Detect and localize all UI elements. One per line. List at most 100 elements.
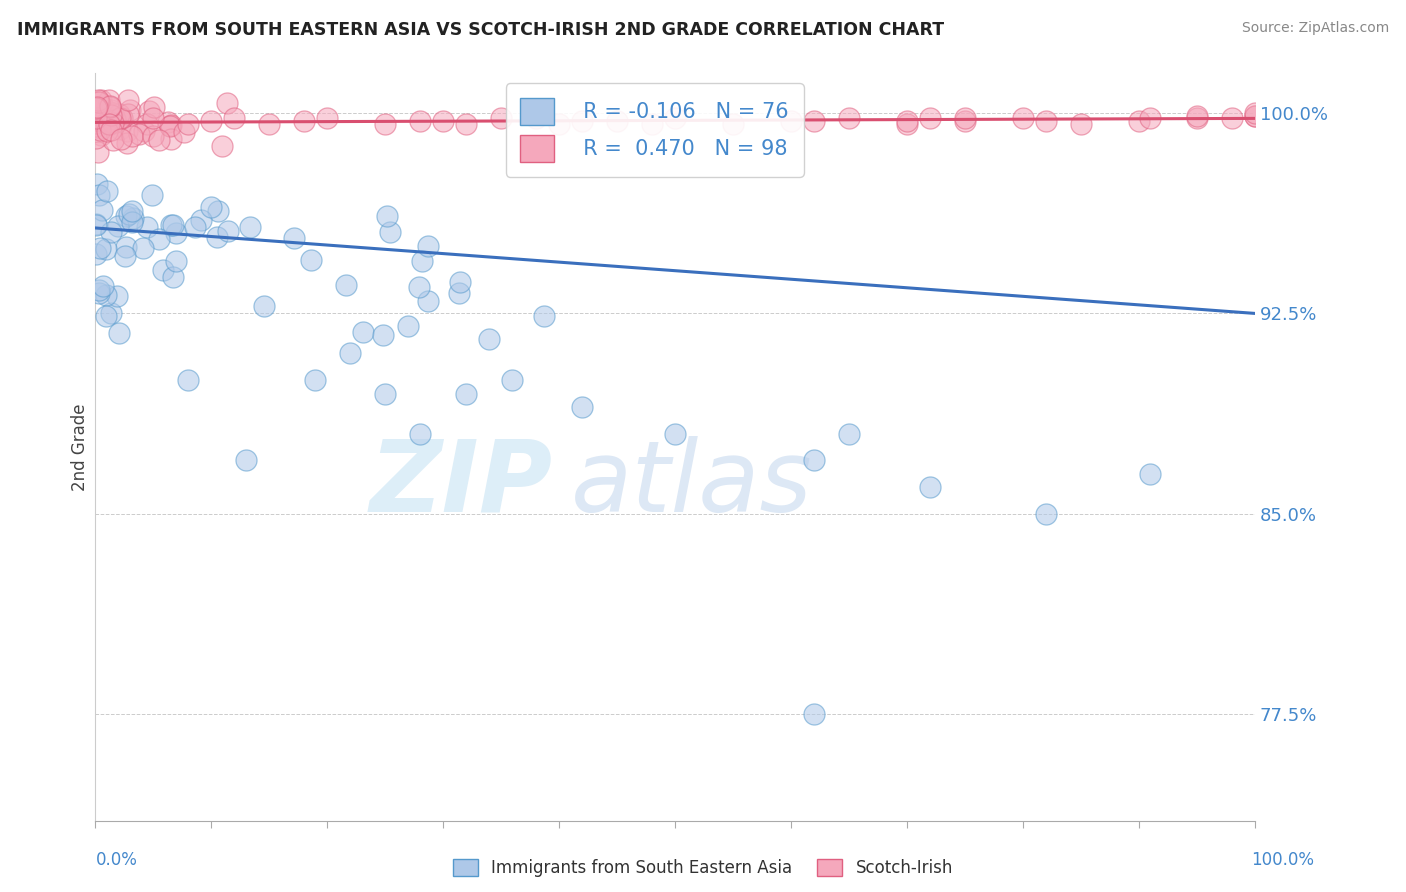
Point bbox=[533, 309, 555, 323]
Point bbox=[94, 310, 117, 324]
Point bbox=[918, 480, 941, 494]
Point bbox=[100, 306, 122, 320]
Point bbox=[115, 210, 138, 224]
Text: 100.0%: 100.0% bbox=[1251, 851, 1315, 869]
Y-axis label: 2nd Grade: 2nd Grade bbox=[72, 403, 89, 491]
Point bbox=[432, 114, 454, 128]
Point bbox=[121, 215, 143, 229]
Point bbox=[190, 213, 212, 227]
Point bbox=[117, 107, 139, 121]
Point bbox=[118, 103, 141, 118]
Point bbox=[803, 114, 825, 128]
Point bbox=[160, 132, 183, 146]
Point bbox=[1244, 109, 1267, 123]
Point bbox=[416, 293, 439, 308]
Point bbox=[896, 114, 918, 128]
Point bbox=[1035, 507, 1057, 521]
Point bbox=[173, 125, 195, 139]
Text: Source: ZipAtlas.com: Source: ZipAtlas.com bbox=[1241, 21, 1389, 36]
Point bbox=[301, 253, 323, 268]
Point bbox=[571, 400, 593, 414]
Point bbox=[84, 247, 107, 261]
Point bbox=[84, 218, 107, 232]
Point bbox=[148, 133, 170, 147]
Point bbox=[97, 116, 120, 130]
Point bbox=[953, 112, 976, 126]
Point bbox=[779, 114, 801, 128]
Point bbox=[98, 99, 121, 113]
Point bbox=[1128, 114, 1150, 128]
Point bbox=[721, 117, 744, 131]
Point bbox=[84, 130, 107, 145]
Point bbox=[100, 100, 122, 114]
Point bbox=[142, 129, 165, 144]
Point bbox=[105, 288, 128, 302]
Point bbox=[142, 112, 165, 126]
Point bbox=[117, 124, 139, 138]
Point bbox=[449, 275, 471, 289]
Point bbox=[953, 114, 976, 128]
Point bbox=[91, 278, 114, 293]
Point bbox=[128, 127, 150, 141]
Point bbox=[94, 242, 117, 256]
Point bbox=[117, 93, 139, 107]
Point bbox=[87, 145, 110, 160]
Point bbox=[101, 116, 124, 130]
Point bbox=[121, 129, 143, 144]
Point bbox=[304, 373, 326, 387]
Point bbox=[1070, 117, 1092, 131]
Point bbox=[803, 453, 825, 467]
Point bbox=[478, 332, 501, 346]
Point bbox=[339, 346, 361, 360]
Point bbox=[803, 707, 825, 722]
Point bbox=[135, 219, 157, 234]
Point bbox=[89, 286, 111, 301]
Point bbox=[132, 241, 155, 255]
Point bbox=[86, 93, 108, 107]
Point bbox=[94, 112, 117, 126]
Point bbox=[200, 200, 222, 214]
Point bbox=[108, 111, 131, 125]
Point bbox=[283, 231, 305, 245]
Point bbox=[416, 239, 439, 253]
Point bbox=[217, 224, 239, 238]
Point bbox=[100, 109, 122, 123]
Point bbox=[1139, 467, 1161, 481]
Point bbox=[160, 118, 183, 132]
Legend:   R = -0.106   N = 76,   R =  0.470   N = 98: R = -0.106 N = 76, R = 0.470 N = 98 bbox=[506, 83, 804, 177]
Point bbox=[90, 93, 112, 107]
Text: IMMIGRANTS FROM SOUTH EASTERN ASIA VS SCOTCH-IRISH 2ND GRADE CORRELATION CHART: IMMIGRANTS FROM SOUTH EASTERN ASIA VS SC… bbox=[17, 21, 943, 39]
Point bbox=[89, 120, 111, 135]
Point bbox=[87, 95, 110, 109]
Point bbox=[90, 128, 112, 142]
Point bbox=[91, 100, 114, 114]
Point bbox=[98, 105, 121, 120]
Point bbox=[547, 117, 569, 131]
Point bbox=[91, 203, 114, 218]
Point bbox=[253, 299, 276, 313]
Point bbox=[454, 386, 477, 401]
Point bbox=[664, 112, 686, 126]
Point bbox=[159, 120, 181, 134]
Point bbox=[257, 117, 280, 131]
Point bbox=[136, 116, 159, 130]
Point bbox=[110, 132, 132, 146]
Point bbox=[134, 124, 156, 138]
Point bbox=[114, 249, 136, 263]
Point bbox=[454, 117, 477, 131]
Point bbox=[84, 101, 107, 115]
Point bbox=[89, 123, 111, 137]
Point bbox=[152, 262, 174, 277]
Point bbox=[87, 283, 110, 297]
Point bbox=[1244, 106, 1267, 120]
Point bbox=[184, 220, 207, 235]
Point bbox=[96, 184, 118, 198]
Point bbox=[141, 188, 163, 202]
Point bbox=[571, 114, 593, 128]
Point bbox=[86, 100, 108, 114]
Point bbox=[371, 328, 394, 343]
Point bbox=[100, 225, 122, 239]
Point bbox=[664, 426, 686, 441]
Point bbox=[640, 117, 662, 131]
Legend: Immigrants from South Eastern Asia, Scotch-Irish: Immigrants from South Eastern Asia, Scot… bbox=[446, 852, 960, 884]
